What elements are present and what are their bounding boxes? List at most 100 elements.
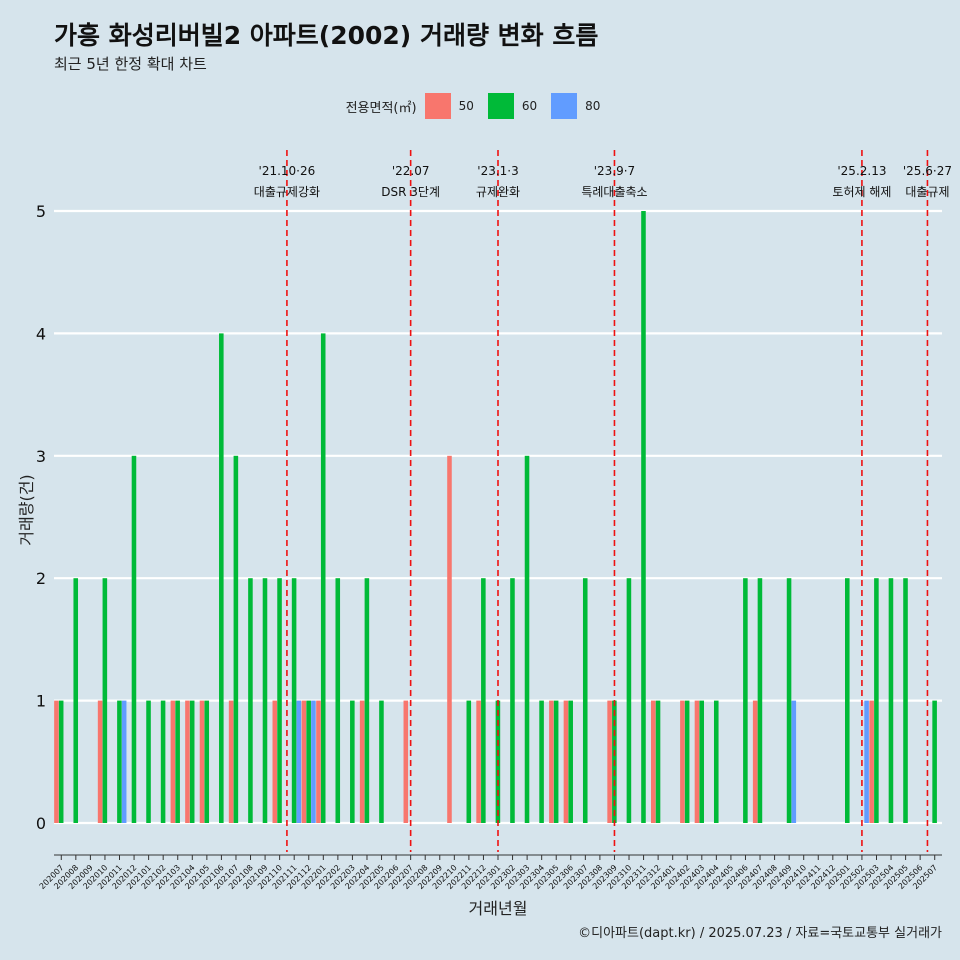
bar-60-202008 [73, 578, 79, 823]
legend-title: 전용면적(㎡) [345, 100, 417, 116]
bar-80-202502 [864, 700, 869, 823]
event-date-1: '22.07 [392, 164, 430, 178]
y-tick-label: 1 [36, 692, 46, 711]
bar-60-202202 [335, 578, 341, 823]
bar-60-202503 [874, 578, 879, 823]
legend-label-50: 50 [458, 99, 474, 113]
y-tick-label: 0 [36, 814, 46, 833]
bar-50-202402 [680, 700, 685, 823]
bar-50-202201 [316, 700, 321, 823]
legend-key-50 [424, 93, 451, 119]
bar-60-202102 [160, 700, 166, 823]
bar-60-202201 [320, 333, 326, 823]
bar-50-202305 [549, 700, 554, 823]
bar-60-202403 [699, 700, 704, 823]
bar-50-202207 [403, 700, 409, 823]
bar-60-202103 [175, 700, 180, 823]
event-date-4: '25.2.13 [837, 164, 886, 178]
bar-50-202105 [199, 700, 205, 823]
event-date-3: '23.9·7 [594, 164, 635, 178]
bar-60-202112 [306, 700, 311, 823]
bar-60-202111 [291, 578, 297, 823]
legend-key-80 [551, 93, 578, 119]
bar-60-202108 [248, 578, 253, 823]
event-label-5: 대출규제 [905, 185, 949, 199]
bar-60-202012 [131, 455, 137, 823]
bar-50-202403 [694, 700, 700, 823]
chart-title: 가흥 화성리버빌2 아파트(2002) 거래량 변화 흐름 [54, 21, 599, 50]
bar-60-202507 [932, 700, 937, 823]
event-label-0: 대출규제강화 [254, 185, 320, 199]
chart-subtitle: 최근 5년 한정 확대 차트 [54, 55, 207, 73]
bar-60-202303 [524, 455, 530, 823]
event-label-3: 특례대출축소 [581, 185, 647, 199]
bar-60-202105 [204, 700, 210, 823]
bar-60-202307 [582, 578, 588, 823]
bar-60-202010 [102, 578, 108, 823]
bar-50-202110 [272, 700, 278, 823]
bar-80-202409 [791, 700, 797, 823]
bar-60-202211 [466, 700, 472, 823]
bar-60-202205 [379, 700, 384, 823]
bar-60-202302 [510, 578, 515, 823]
bar-60-202107 [233, 455, 239, 823]
bar-60-202311 [641, 211, 646, 823]
bar-60-202504 [888, 578, 894, 823]
bar-50-202312 [650, 700, 656, 823]
bar-60-202306 [568, 700, 573, 823]
bar-60-202406 [743, 578, 748, 823]
y-tick-label: 3 [36, 447, 46, 466]
bar-50-202306 [563, 700, 569, 823]
bar-60-202407 [757, 578, 763, 823]
bar-60-202505 [903, 578, 908, 823]
bar-50-202104 [185, 700, 190, 823]
bar-60-202109 [262, 578, 268, 823]
x-axis-title: 거래년월 [469, 899, 528, 918]
event-label-4: 토허제 해제 [832, 185, 891, 199]
bar-60-202404 [713, 700, 719, 823]
bar-60-202402 [684, 700, 690, 823]
y-tick-label: 4 [36, 324, 46, 343]
bar-60-202104 [189, 700, 195, 823]
bar-50-202204 [359, 700, 365, 823]
bar-60-202203 [350, 700, 355, 823]
bar-50-202007 [54, 700, 59, 823]
bar-60-202101 [146, 700, 151, 823]
bar-60-202204 [364, 578, 370, 823]
source-caption: ©디아파트(dapt.kr) / 2025.07.23 / 자료=국토교통부 실… [578, 926, 942, 941]
bar-50-202010 [97, 700, 103, 823]
legend-label-80: 80 [585, 99, 601, 113]
bar-60-202106 [219, 333, 224, 823]
event-label-2: 규제완화 [476, 185, 520, 199]
y-tick-label: 2 [36, 569, 46, 588]
bar-50-202212 [476, 700, 481, 823]
bar-50-202103 [170, 700, 176, 823]
event-label-1: DSR 3단계 [381, 185, 440, 199]
legend-label-60: 60 [521, 99, 538, 113]
bar-60-202312 [655, 700, 661, 823]
legend-key-60 [487, 93, 514, 119]
bar-60-202305 [553, 700, 559, 823]
bar-80-202112 [311, 700, 316, 823]
bar-50-202309 [607, 700, 612, 823]
bar-50-202107 [228, 700, 234, 823]
bar-60-202304 [539, 700, 544, 823]
bar-60-202011 [117, 700, 122, 823]
event-date-0: '21.10·26 [259, 164, 316, 178]
event-date-5: '25.6·27 [903, 164, 952, 178]
bar-60-202110 [277, 578, 282, 823]
bar-60-202007 [58, 700, 64, 823]
bar-50-202407 [752, 700, 758, 823]
bar-50-202210 [447, 455, 452, 823]
legend: 전용면적(㎡) 50 60 80 [0, 93, 960, 119]
bar-60-202212 [481, 578, 486, 823]
event-date-2: '23.1·3 [477, 164, 518, 178]
bar-60-202501 [844, 578, 850, 823]
bar-50-202503 [869, 700, 874, 823]
bar-80-202011 [121, 700, 127, 823]
bar-80-202111 [296, 700, 302, 823]
y-axis-title: 거래량(건) [17, 474, 36, 545]
bar-60-202310 [626, 578, 632, 823]
bar-60-202409 [786, 578, 792, 823]
